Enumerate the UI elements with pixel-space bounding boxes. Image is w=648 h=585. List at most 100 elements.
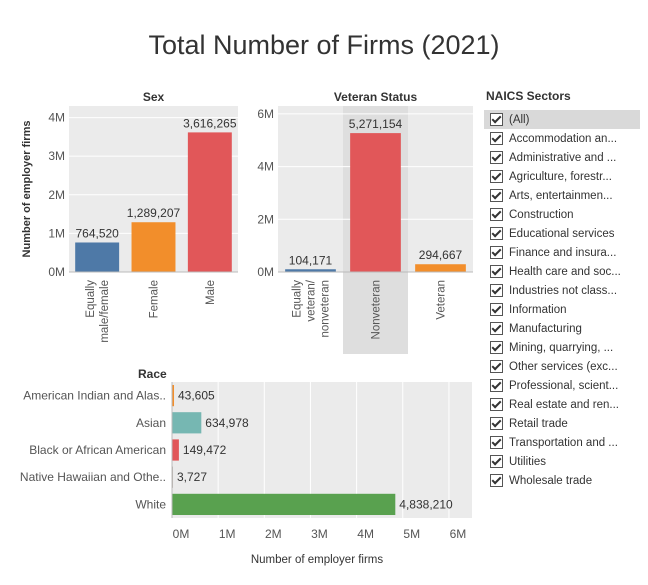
filter-item-all[interactable]: (All): [484, 110, 640, 129]
checkbox-checked-icon[interactable]: [490, 322, 503, 335]
filter-item[interactable]: Accommodation an...: [484, 129, 640, 148]
checkbox-checked-icon[interactable]: [490, 360, 503, 373]
filter-item[interactable]: Administrative and ...: [484, 148, 640, 167]
x-tick-label: Equally: [85, 280, 97, 318]
filter-item[interactable]: Industries not class...: [484, 281, 640, 300]
filter-item[interactable]: Health care and soc...: [484, 262, 640, 281]
checkbox-checked-icon[interactable]: [490, 341, 503, 354]
bar[interactable]: [131, 222, 176, 272]
y-tick-label: Black or African American: [29, 443, 166, 457]
filter-item[interactable]: Educational services: [484, 224, 640, 243]
panel-title: Veteran Status: [334, 90, 418, 104]
data-label: 149,472: [183, 443, 227, 457]
y-tick-label: 3M: [48, 149, 65, 163]
filter-item-label: Transportation and ...: [509, 436, 618, 449]
bar[interactable]: [172, 412, 202, 434]
y-tick-label: White: [135, 497, 166, 511]
bar[interactable]: [172, 439, 179, 461]
filter-item-label: Utilities: [509, 455, 547, 468]
filter-item[interactable]: Agriculture, forestr...: [484, 167, 640, 186]
y-tick-label: Asian: [136, 416, 166, 430]
filter-item-label: Construction: [509, 208, 574, 221]
bar[interactable]: [350, 133, 401, 272]
bar[interactable]: [172, 384, 175, 407]
checkbox-checked-icon[interactable]: [490, 208, 503, 221]
filter-item[interactable]: Retail trade: [484, 414, 640, 433]
filter-items: (All) Accommodation an... Administrative a…: [484, 110, 640, 490]
y-tick-label: 4M: [48, 111, 65, 125]
data-label: 43,605: [178, 389, 215, 403]
data-label: 3,727: [177, 470, 207, 484]
filter-item-label: Finance and insura...: [509, 246, 617, 259]
panel-title: Race: [138, 367, 167, 381]
filter-item-label: Real estate and ren...: [509, 398, 619, 411]
panel-title: Sex: [143, 90, 165, 104]
bar[interactable]: [187, 132, 232, 272]
filter-item[interactable]: Other services (exc...: [484, 357, 640, 376]
y-tick-label: 6M: [257, 107, 274, 121]
x-tick-label: Nonveteran: [371, 280, 383, 339]
checkbox-checked-icon[interactable]: [490, 303, 503, 316]
filter-item-label: Wholesale trade: [509, 474, 593, 487]
bar[interactable]: [75, 242, 120, 272]
filter-item[interactable]: Professional, scient...: [484, 376, 640, 395]
filter-item-label: Mining, quarrying, ...: [509, 341, 614, 354]
data-label: 764,520: [75, 226, 119, 240]
checkbox-checked-icon[interactable]: [490, 265, 503, 278]
filter-item-label: Professional, scient...: [509, 379, 619, 392]
x-tick-label: 3M: [311, 527, 328, 541]
filter-item[interactable]: Wholesale trade: [484, 471, 640, 490]
y-tick-label: American Indian and Alas..: [23, 389, 166, 403]
y-tick-label: 2M: [48, 188, 65, 202]
checkbox-checked-icon[interactable]: [490, 379, 503, 392]
x-tick-label: 1M: [219, 527, 236, 541]
data-label: 294,667: [419, 248, 463, 262]
checkbox-checked-icon[interactable]: [490, 455, 503, 468]
y-tick-label: 1M: [48, 226, 65, 240]
x-axis-label: Number of employer firms: [251, 554, 384, 566]
filter-item[interactable]: Mining, quarrying, ...: [484, 338, 640, 357]
checkbox-checked-icon[interactable]: [490, 189, 503, 202]
data-label: 5,271,154: [349, 117, 403, 131]
data-label: 3,616,265: [183, 116, 237, 130]
x-tick-label: male/female: [99, 280, 111, 343]
y-tick-label: Native Hawaiian and Othe..: [20, 470, 166, 484]
checkbox-checked-icon[interactable]: [490, 474, 503, 487]
x-tick-label: Male: [205, 280, 217, 305]
filter-item[interactable]: Utilities: [484, 452, 640, 471]
checkbox-checked-icon[interactable]: [490, 132, 503, 145]
checkbox-checked-icon[interactable]: [490, 436, 503, 449]
filter-item-label: Agriculture, forestr...: [509, 170, 612, 183]
y-axis-label: Number of employer firms: [21, 121, 33, 258]
filter-item[interactable]: Real estate and ren...: [484, 395, 640, 414]
y-tick-label: 4M: [257, 160, 274, 174]
checkbox-checked-icon[interactable]: [490, 284, 503, 297]
x-tick-label: veteran/: [306, 279, 318, 321]
x-tick-label: 5M: [403, 527, 420, 541]
filter-item[interactable]: Information: [484, 300, 640, 319]
filter-item[interactable]: Finance and insura...: [484, 243, 640, 262]
bar[interactable]: [285, 269, 336, 272]
filter-item[interactable]: Manufacturing: [484, 319, 640, 338]
checkbox-checked-icon[interactable]: [490, 246, 503, 259]
filter-item-label: Information: [509, 303, 567, 316]
data-label: 104,171: [289, 253, 333, 267]
bar[interactable]: [415, 264, 466, 272]
filter-item[interactable]: Arts, entertainmen...: [484, 186, 640, 205]
filter-item-label: Other services (exc...: [509, 360, 618, 373]
checkbox-checked-icon[interactable]: [490, 113, 503, 126]
y-tick-label: 0M: [48, 265, 65, 279]
data-label: 1,289,207: [127, 206, 181, 220]
checkbox-checked-icon[interactable]: [490, 417, 503, 430]
checkbox-checked-icon[interactable]: [490, 398, 503, 411]
y-tick-label: 2M: [257, 212, 274, 226]
checkbox-checked-icon[interactable]: [490, 170, 503, 183]
checkbox-checked-icon[interactable]: [490, 151, 503, 164]
x-tick-label: 6M: [450, 527, 467, 541]
filter-item-label: (All): [509, 113, 530, 126]
filter-item[interactable]: Construction: [484, 205, 640, 224]
checkbox-checked-icon[interactable]: [490, 227, 503, 240]
filter-item[interactable]: Transportation and ...: [484, 433, 640, 452]
bar[interactable]: [172, 493, 396, 516]
